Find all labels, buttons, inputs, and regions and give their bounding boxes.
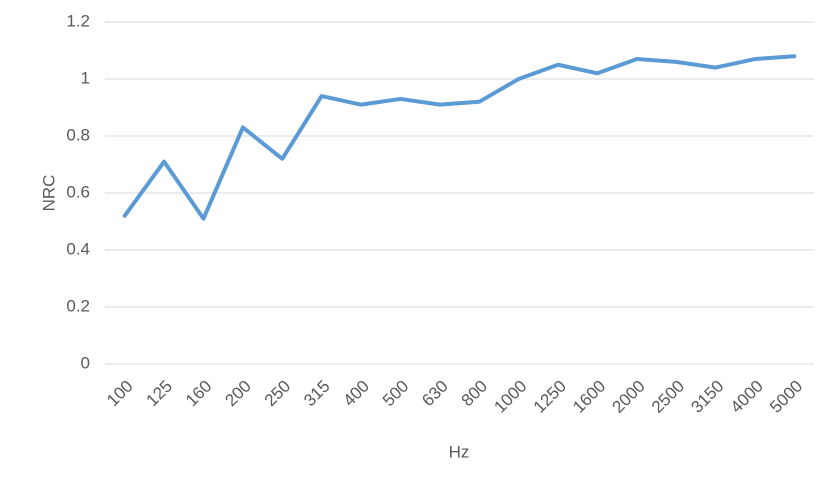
x-tick-label: 315: [300, 377, 333, 410]
x-tick-label: 160: [182, 377, 215, 410]
y-tick-label: 0.8: [66, 125, 90, 144]
x-tick-label: 100: [103, 377, 136, 410]
x-tick-label: 2500: [648, 377, 688, 417]
x-tick-label: 630: [418, 377, 451, 410]
y-tick-label: 1.2: [66, 11, 90, 30]
x-tick-label: 200: [221, 377, 254, 410]
x-tick-label: 1600: [569, 377, 609, 417]
x-tick-label: 1000: [490, 377, 530, 417]
y-tick-label: 0.4: [66, 239, 90, 258]
x-tick-label: 3150: [687, 377, 727, 417]
x-tick-label: 2000: [609, 377, 649, 417]
x-tick-label: 400: [340, 377, 373, 410]
x-axis-title: Hz: [449, 442, 470, 461]
x-tick-label: 5000: [766, 377, 806, 417]
x-tick-label: 250: [261, 377, 294, 410]
x-tick-label: 1250: [530, 377, 570, 417]
x-tick-label: 4000: [727, 377, 767, 417]
x-tick-label: 800: [458, 377, 491, 410]
y-tick-label: 1: [81, 68, 90, 87]
y-tick-label: 0: [81, 353, 90, 372]
line-series: [122, 54, 797, 221]
y-tick-label: 0.2: [66, 296, 90, 315]
y-tick-label: 0.6: [66, 182, 90, 201]
x-tick-label: 125: [143, 377, 176, 410]
x-tick-label: 500: [379, 377, 412, 410]
y-axis-title: NRC: [39, 175, 58, 212]
